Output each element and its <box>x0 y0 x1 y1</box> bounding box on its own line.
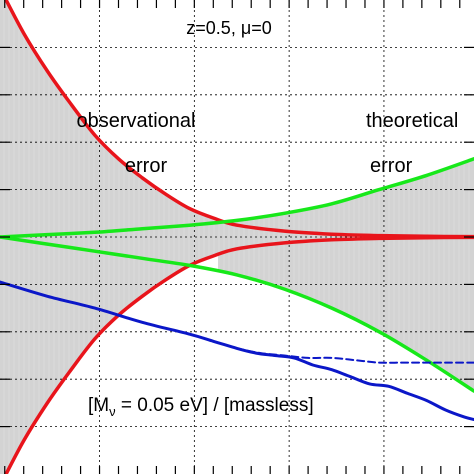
ratio-label-start: [M <box>88 395 109 416</box>
condition-annotation: z=0.5, μ=0 <box>186 18 271 38</box>
theoretical-error-label: error <box>370 155 413 177</box>
ratio-label-subscript: ν <box>109 404 116 419</box>
theoretical-error-band <box>218 158 474 392</box>
observational-error-label: error <box>125 155 168 177</box>
series-green_lower <box>0 235 474 393</box>
series-blue_dashed <box>236 347 474 364</box>
series-red_upper <box>4 0 474 239</box>
theoretical-label: theoretical <box>366 110 458 132</box>
ratio-label: [Mν = 0.05 eV] / [massless] <box>88 395 314 419</box>
observational-error-band <box>0 0 218 474</box>
series-green_upper <box>0 157 474 239</box>
observational-label: observational <box>77 110 196 132</box>
series-blue_solid <box>0 280 474 421</box>
series-red_lower <box>4 235 474 474</box>
ratio-label-rest: = 0.05 eV] / [massless] <box>116 395 314 416</box>
